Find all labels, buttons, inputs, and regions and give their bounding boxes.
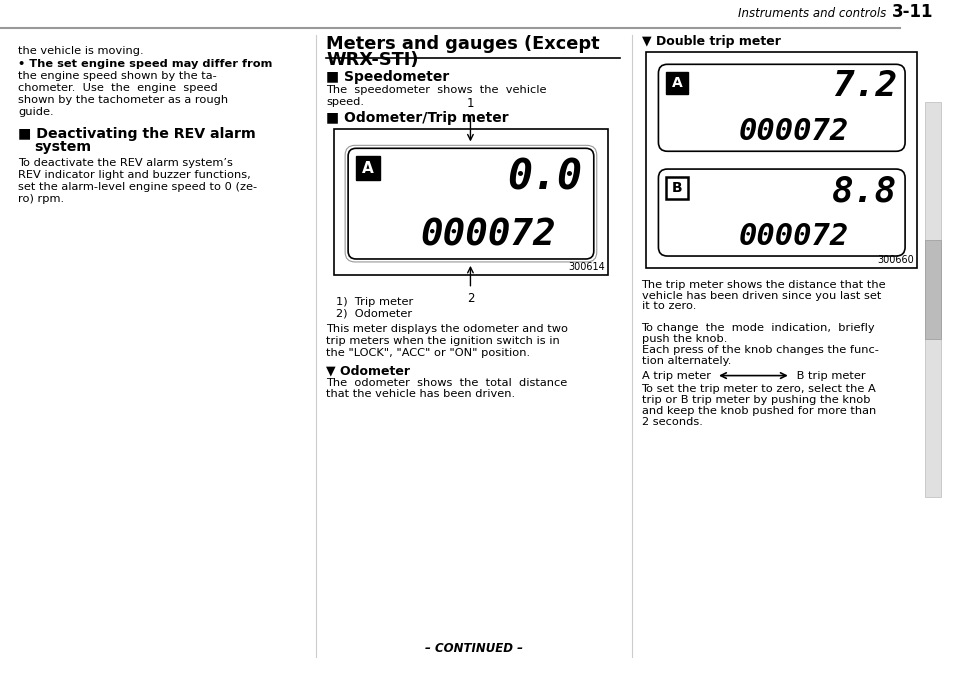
Text: ■ Deactivating the REV alarm: ■ Deactivating the REV alarm bbox=[18, 127, 255, 140]
Text: To change  the  mode  indication,  briefly: To change the mode indication, briefly bbox=[640, 323, 874, 333]
Bar bbox=[924, 240, 940, 339]
Text: push the knob.: push the knob. bbox=[640, 334, 726, 344]
Text: trip meters when the ignition switch is in: trip meters when the ignition switch is … bbox=[326, 336, 559, 346]
Text: REV indicator light and buzzer functions,: REV indicator light and buzzer functions… bbox=[18, 170, 251, 180]
FancyBboxPatch shape bbox=[658, 64, 904, 151]
Text: The  odometer  shows  the  total  distance: The odometer shows the total distance bbox=[326, 377, 567, 387]
FancyBboxPatch shape bbox=[345, 145, 597, 262]
Text: • The set engine speed may differ from: • The set engine speed may differ from bbox=[18, 59, 272, 70]
Text: A trip meter: A trip meter bbox=[640, 371, 714, 381]
Text: 1: 1 bbox=[466, 97, 474, 110]
Text: chometer.  Use  the  engine  speed: chometer. Use the engine speed bbox=[18, 83, 217, 93]
Text: and keep the knob pushed for more than: and keep the knob pushed for more than bbox=[640, 406, 875, 416]
Text: 2)  Odometer: 2) Odometer bbox=[335, 308, 412, 319]
Text: the "LOCK", "ACC" or "ON" position.: the "LOCK", "ACC" or "ON" position. bbox=[326, 348, 530, 358]
Text: WRX-STI): WRX-STI) bbox=[326, 51, 418, 70]
Text: ■ Speedometer: ■ Speedometer bbox=[326, 70, 449, 84]
Text: 3-11: 3-11 bbox=[891, 3, 933, 21]
Text: system: system bbox=[33, 140, 91, 155]
Text: The trip meter shows the distance that the: The trip meter shows the distance that t… bbox=[640, 279, 885, 290]
Text: 0.0: 0.0 bbox=[506, 156, 581, 198]
Text: A: A bbox=[671, 76, 682, 90]
Text: To deactivate the REV alarm system’s: To deactivate the REV alarm system’s bbox=[18, 158, 233, 168]
Text: This meter displays the odometer and two: This meter displays the odometer and two bbox=[326, 324, 568, 334]
Text: vehicle has been driven since you last set: vehicle has been driven since you last s… bbox=[640, 291, 880, 300]
Text: the engine speed shown by the ta-: the engine speed shown by the ta- bbox=[18, 72, 216, 81]
Text: that the vehicle has been driven.: that the vehicle has been driven. bbox=[326, 389, 515, 400]
Text: ■ Odometer/Trip meter: ■ Odometer/Trip meter bbox=[326, 111, 508, 125]
Text: To set the trip meter to zero, select the A: To set the trip meter to zero, select th… bbox=[640, 385, 876, 394]
Text: 000072: 000072 bbox=[420, 217, 556, 253]
Text: A: A bbox=[362, 161, 374, 176]
Text: 1)  Trip meter: 1) Trip meter bbox=[335, 296, 413, 306]
Text: B trip meter: B trip meter bbox=[792, 371, 864, 381]
Text: guide.: guide. bbox=[18, 107, 53, 117]
Bar bbox=[355, 156, 379, 180]
Text: the vehicle is moving.: the vehicle is moving. bbox=[18, 45, 143, 55]
Text: ▼ Double trip meter: ▼ Double trip meter bbox=[640, 34, 780, 48]
Text: it to zero.: it to zero. bbox=[640, 302, 695, 311]
Text: B: B bbox=[671, 181, 682, 195]
Text: set the alarm-level engine speed to 0 (ze-: set the alarm-level engine speed to 0 (z… bbox=[18, 182, 256, 192]
Bar bbox=[666, 177, 687, 198]
Bar bbox=[334, 128, 607, 275]
Text: shown by the tachometer as a rough: shown by the tachometer as a rough bbox=[18, 95, 228, 105]
Bar bbox=[666, 72, 687, 94]
Text: 7.2: 7.2 bbox=[831, 70, 896, 103]
Text: trip or B trip meter by pushing the knob: trip or B trip meter by pushing the knob bbox=[640, 396, 869, 406]
Text: The  speedometer  shows  the  vehicle: The speedometer shows the vehicle bbox=[326, 85, 546, 95]
Text: 000072: 000072 bbox=[738, 222, 848, 251]
Text: 300614: 300614 bbox=[567, 262, 604, 272]
Text: 000072: 000072 bbox=[738, 117, 848, 146]
Text: 300660: 300660 bbox=[877, 255, 913, 265]
Text: 2: 2 bbox=[466, 292, 474, 304]
Text: 2 seconds.: 2 seconds. bbox=[640, 417, 701, 427]
Text: speed.: speed. bbox=[326, 97, 364, 107]
Text: Instruments and controls: Instruments and controls bbox=[738, 7, 889, 20]
FancyBboxPatch shape bbox=[348, 148, 593, 259]
FancyBboxPatch shape bbox=[658, 169, 904, 256]
Bar bbox=[924, 102, 940, 497]
Text: tion alternately.: tion alternately. bbox=[640, 356, 730, 366]
Text: Each press of the knob changes the func-: Each press of the knob changes the func- bbox=[640, 345, 878, 355]
Text: – CONTINUED –: – CONTINUED – bbox=[425, 642, 523, 655]
Bar bbox=[646, 53, 916, 268]
Text: ro) rpm.: ro) rpm. bbox=[18, 194, 64, 204]
Text: ▼ Odometer: ▼ Odometer bbox=[326, 364, 410, 378]
Text: 8.8: 8.8 bbox=[831, 174, 896, 208]
Text: Meters and gauges (Except: Meters and gauges (Except bbox=[326, 34, 599, 53]
